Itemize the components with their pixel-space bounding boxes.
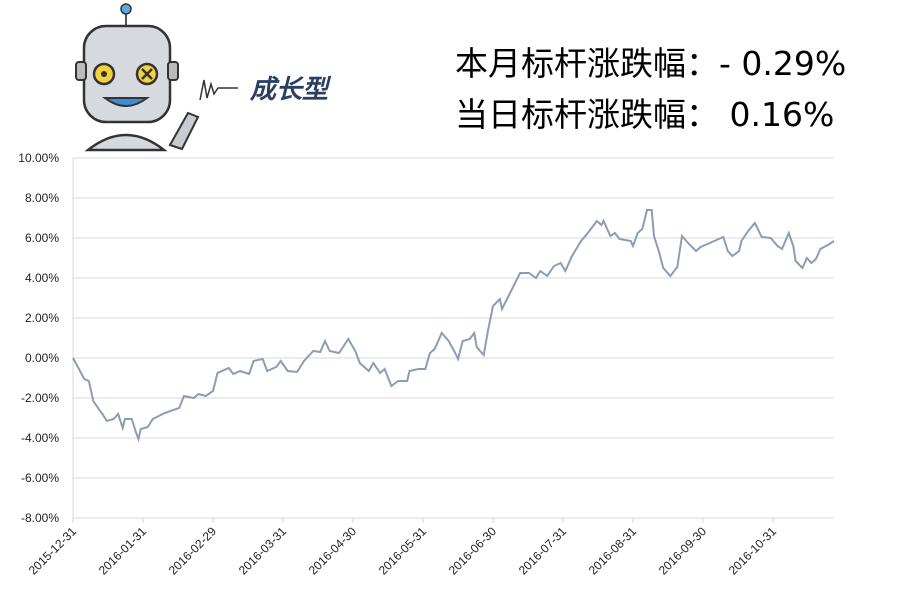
x-tick-label: 2016-05-31 xyxy=(376,524,430,578)
annotation: 本月标杆涨跌幅：- 0.29% xyxy=(455,44,846,83)
x-tick-label: 2016-02-29 xyxy=(166,524,220,578)
y-tick-label: 4.00% xyxy=(25,271,59,285)
y-tick-label: -6.00% xyxy=(21,471,59,485)
x-tick-label: 2016-08-31 xyxy=(586,524,640,578)
x-tick-label: 2016-06-30 xyxy=(446,524,500,578)
x-tick-label: 2016-01-31 xyxy=(96,524,150,578)
x-tick-label: 2015-12-31 xyxy=(26,524,80,578)
y-tick-label: 6.00% xyxy=(25,231,59,245)
x-tick-label: 2016-07-31 xyxy=(516,524,570,578)
y-tick-label: -8.00% xyxy=(21,511,59,525)
x-tick-label: 2016-10-31 xyxy=(726,524,780,578)
y-tick-label: -4.00% xyxy=(21,431,59,445)
y-tick-label: 10.00% xyxy=(18,151,59,165)
logo-text: 成长型 xyxy=(249,75,332,105)
y-tick-label: 0.00% xyxy=(25,351,59,365)
x-tick-label: 2016-03-31 xyxy=(236,524,290,578)
annotation: 当日标杆涨跌幅： 0.16% xyxy=(455,95,834,134)
x-tick-label: 2016-09-30 xyxy=(656,524,710,578)
y-tick-label: 2.00% xyxy=(25,311,59,325)
x-tick-label: 2016-04-30 xyxy=(306,524,360,578)
y-tick-label: 8.00% xyxy=(25,191,59,205)
robot-logo xyxy=(75,3,238,152)
line xyxy=(72,209,835,443)
y-tick-label: -2.00% xyxy=(21,391,59,405)
